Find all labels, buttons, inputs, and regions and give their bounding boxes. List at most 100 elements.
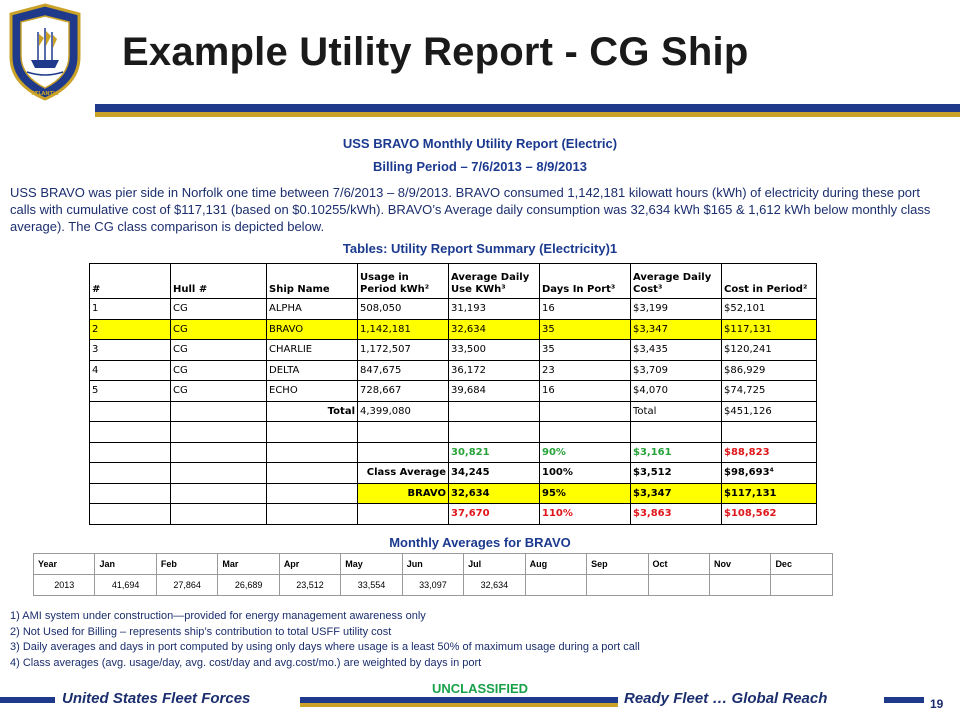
table-cell: CG xyxy=(170,318,267,340)
high-avg-use: 37,670 xyxy=(448,503,540,525)
footer-right-text: Ready Fleet … Global Reach xyxy=(624,690,828,707)
table-cell: 4 xyxy=(89,359,171,381)
monthly-title: Monthly Averages for BRAVO xyxy=(389,535,571,550)
table-cell: 31,193 xyxy=(448,298,540,320)
table-cell: BRAVO xyxy=(266,318,358,340)
bravo-pct: 95% xyxy=(539,482,631,504)
col-header: Average Daily Use KWh³ xyxy=(448,263,540,299)
table-cell: $3,347 xyxy=(630,318,722,340)
month-value: 32,634 xyxy=(463,574,526,596)
table-cell: $86,929 xyxy=(721,359,817,381)
table-cell: DELTA xyxy=(266,359,358,381)
utility-summary-table: # Hull # Ship Name Usage in Period kWh² … xyxy=(89,263,817,525)
month-header: Year xyxy=(32,553,96,575)
month-header: Mar xyxy=(217,553,280,575)
table-cell: 728,667 xyxy=(357,380,449,402)
table-cell: 5 xyxy=(89,380,171,402)
month-value: 33,554 xyxy=(340,574,403,596)
table-row: 3 CG CHARLIE 1,172,507 33,500 35 $3,435 … xyxy=(89,339,817,361)
footnotes: 1) AMI system under construction—provide… xyxy=(10,609,640,671)
class-cost: $98,693⁴ xyxy=(721,462,817,484)
billing-period: Billing Period – 7/6/2013 – 8/9/2013 xyxy=(373,159,587,174)
monthly-values-row: 2013 41,694 27,864 26,689 23,512 33,554 … xyxy=(32,574,833,596)
table-high-row: 37,670 110% $3,863 $108,562 xyxy=(89,503,817,525)
report-title: USS BRAVO Monthly Utility Report (Electr… xyxy=(342,136,618,151)
table-row: 1 CG ALPHA 508,050 31,193 16 $3,199 $52,… xyxy=(89,298,817,320)
month-value xyxy=(524,574,588,596)
table-cell: 36,172 xyxy=(448,359,540,381)
col-header: Days In Port³ xyxy=(539,263,631,299)
table-cell: 16 xyxy=(539,298,631,320)
table-cell: $3,199 xyxy=(630,298,722,320)
month-header: Jul xyxy=(463,553,526,575)
footer-rule-center-gold xyxy=(300,703,618,707)
table-cell: $120,241 xyxy=(721,339,817,361)
class-avg-use: 34,245 xyxy=(448,462,540,484)
page-title: Example Utility Report - CG Ship xyxy=(122,30,749,74)
month-value: 41,694 xyxy=(94,574,157,596)
table-cell: $52,101 xyxy=(721,298,817,320)
table-class-average-row: Class Average 34,245 100% $3,512 $98,693… xyxy=(89,462,817,484)
month-value xyxy=(647,574,710,596)
table-cell: 1,142,181 xyxy=(357,318,449,340)
footer-rule-center xyxy=(300,697,618,703)
month-value xyxy=(708,574,772,596)
total-label-2: Total xyxy=(630,400,722,422)
high-cost: $108,562 xyxy=(721,503,817,525)
low-pct: 90% xyxy=(539,441,631,463)
col-header: Average Daily Cost³ xyxy=(630,263,722,299)
month-header: Sep xyxy=(586,553,649,575)
table-row: 5 CG ECHO 728,667 39,684 16 $4,070 $74,7… xyxy=(89,380,817,402)
footnote: 2) Not Used for Billing – represents shi… xyxy=(10,625,392,638)
svg-text:ATLANTIC: ATLANTIC xyxy=(31,91,58,97)
bravo-cost: $117,131 xyxy=(721,482,817,504)
col-header: # xyxy=(89,263,171,299)
table-cell: 1,172,507 xyxy=(357,339,449,361)
table-cell: 847,675 xyxy=(357,359,449,381)
table-header-row: # Hull # Ship Name Usage in Period kWh² … xyxy=(89,263,817,299)
low-avg-cost: $3,161 xyxy=(630,441,722,463)
table-cell: CG xyxy=(170,359,267,381)
monthly-averages-table: Year Jan Feb Mar Apr May Jun Jul Aug Sep… xyxy=(32,553,833,596)
month-value: 27,864 xyxy=(155,574,219,596)
table-cell: 3 xyxy=(89,339,171,361)
bravo-avg-use: 32,634 xyxy=(448,482,540,504)
month-value: 2013 xyxy=(32,574,96,596)
col-header: Hull # xyxy=(170,263,267,299)
total-label: Total xyxy=(266,400,358,422)
bravo-label: BRAVO xyxy=(357,482,449,504)
table-cell: CHARLIE xyxy=(266,339,358,361)
table-cell: ALPHA xyxy=(266,298,358,320)
month-header: Oct xyxy=(647,553,710,575)
footnote: 1) AMI system under construction—provide… xyxy=(10,610,426,622)
footnote: 3) Daily averages and days in port compu… xyxy=(10,641,640,653)
table-cell: $4,070 xyxy=(630,380,722,402)
class-average-label: Class Average xyxy=(357,462,449,484)
classification-label: UNCLASSIFIED xyxy=(431,681,529,696)
low-avg-use: 30,821 xyxy=(448,441,540,463)
high-pct: 110% xyxy=(539,503,631,525)
table-cell: 16 xyxy=(539,380,631,402)
table-cell: 32,634 xyxy=(448,318,540,340)
col-header: Usage in Period kWh² xyxy=(357,263,449,299)
month-value: 23,512 xyxy=(278,574,342,596)
table-cell: CG xyxy=(170,298,267,320)
month-header: Jun xyxy=(401,553,465,575)
month-header: Apr xyxy=(278,553,342,575)
col-header: Cost in Period² xyxy=(721,263,817,299)
table-blank-row xyxy=(89,421,817,443)
class-pct: 100% xyxy=(539,462,631,484)
table-cell: 33,500 xyxy=(448,339,540,361)
header-rule-blue xyxy=(95,104,960,112)
month-header: Jan xyxy=(94,553,157,575)
table-row: 4 CG DELTA 847,675 36,172 23 $3,709 $86,… xyxy=(89,359,817,381)
table-cell: $74,725 xyxy=(721,380,817,402)
footer-rule-left xyxy=(0,697,55,703)
table-row-highlighted: 2 CG BRAVO 1,142,181 32,634 35 $3,347 $1… xyxy=(89,318,817,340)
page-number: 19 xyxy=(930,697,944,711)
table-cell: 35 xyxy=(539,318,631,340)
total-cost: $451,126 xyxy=(721,400,817,422)
high-avg-cost: $3,863 xyxy=(630,503,722,525)
total-usage: 4,399,080 xyxy=(357,400,449,422)
month-header: Nov xyxy=(708,553,772,575)
